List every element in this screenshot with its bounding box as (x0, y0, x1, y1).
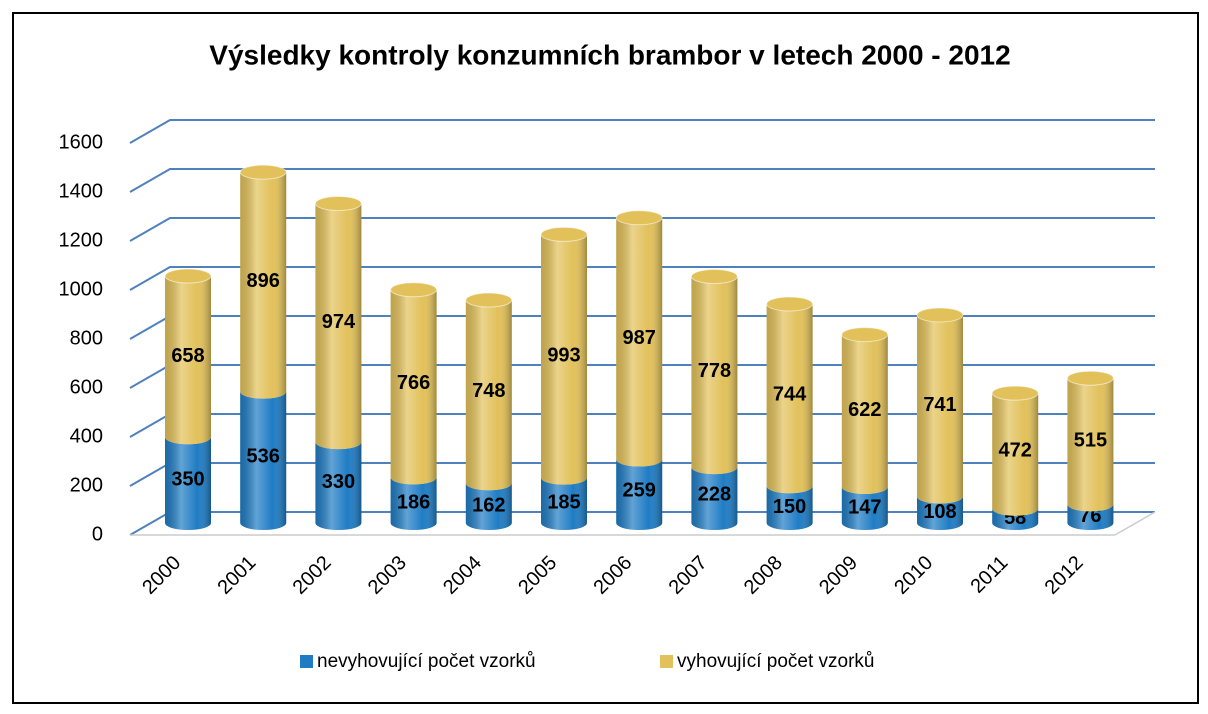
floor-edge (1114, 511, 1156, 536)
cylinder-top (991, 385, 1039, 401)
cylinder-shading (691, 276, 738, 475)
data-label: 748 (472, 380, 505, 402)
cylinder-shading (240, 391, 287, 530)
data-label: 896 (247, 270, 280, 292)
data-label: 228 (698, 483, 731, 505)
data-label: 150 (773, 496, 806, 518)
data-label: 974 (322, 311, 356, 333)
y-tick-label: 200 (70, 474, 103, 496)
y-tick-label: 800 (70, 327, 103, 349)
cylinder-shading (165, 437, 211, 530)
data-label: 622 (848, 399, 881, 421)
data-label: 993 (547, 344, 580, 366)
cylinder-shading (541, 234, 587, 485)
cylinder-shading (917, 314, 963, 504)
data-label: 778 (698, 360, 731, 382)
cylinder-top (164, 268, 212, 284)
y-tick-label: 1600 (59, 131, 104, 153)
y-tick-label: 1200 (59, 229, 104, 251)
data-label: 987 (623, 327, 656, 349)
cylinder-top (916, 307, 964, 323)
cylinder-top (314, 196, 362, 212)
cylinder-top (465, 292, 513, 308)
cylinder-shading (616, 459, 663, 530)
cylinder-top (690, 269, 738, 285)
data-label: 162 (472, 494, 505, 516)
cylinder-shading (465, 300, 512, 491)
data-label: 330 (322, 471, 355, 493)
data-label: 259 (623, 480, 656, 502)
cylinder-top (239, 164, 287, 180)
data-label: 350 (171, 468, 204, 490)
cylinder-shading (465, 483, 512, 530)
cylinder-shading (841, 334, 888, 494)
cylinder-shading (1067, 378, 1114, 512)
y-tick-label: 400 (70, 425, 103, 447)
grid-line (129, 266, 1155, 291)
cylinder-shading (766, 303, 813, 494)
cylinder-top (841, 327, 889, 343)
data-label: 766 (397, 372, 430, 394)
legend-label: nevyhovující počet vzorků (317, 651, 536, 672)
cylinder-shading (616, 217, 663, 467)
legend-swatch (660, 655, 673, 668)
data-label: 536 (247, 446, 280, 468)
data-label: 108 (923, 501, 956, 523)
cylinder-shading (766, 486, 813, 530)
data-label: 185 (547, 492, 580, 514)
cylinder-top (615, 210, 663, 226)
cylinder-shading (917, 496, 963, 530)
chart-title: Výsledky kontroly konzumních brambor v l… (209, 39, 1010, 70)
legend-swatch (300, 655, 313, 668)
cylinder-shading (165, 276, 211, 445)
cylinder-top (766, 296, 814, 312)
cylinder-shading (541, 477, 587, 530)
grid-line (129, 168, 1155, 193)
data-label: 741 (923, 394, 956, 416)
cylinder-top (540, 226, 588, 242)
cylinder-shading (315, 203, 362, 450)
data-label: 186 (397, 491, 430, 513)
cylinder-shading (240, 172, 287, 399)
cylinder-shading (992, 508, 1039, 530)
y-tick-label: 600 (70, 376, 103, 398)
y-tick-label: 1400 (59, 180, 104, 202)
y-tick-label: 1000 (59, 278, 104, 300)
cylinder-shading (390, 477, 437, 530)
data-label: 147 (848, 496, 881, 518)
grid-line (129, 217, 1155, 242)
cylinder-shading (841, 486, 888, 530)
y-tick-label: 0 (92, 523, 103, 545)
data-label: 658 (171, 345, 204, 367)
cylinder-shading (315, 442, 362, 530)
cylinder-top (390, 282, 438, 298)
data-label: 472 (999, 439, 1032, 461)
cylinder-shading (691, 467, 738, 530)
data-label: 515 (1074, 430, 1107, 452)
cylinder-shading (1067, 504, 1114, 530)
legend-label: vyhovující počet vzorků (677, 651, 874, 672)
grid-line (129, 119, 1155, 144)
cylinder-shading (390, 289, 437, 485)
cylinder-shading (992, 393, 1039, 516)
data-label: 744 (773, 383, 807, 405)
cylinder-top (1066, 370, 1114, 386)
